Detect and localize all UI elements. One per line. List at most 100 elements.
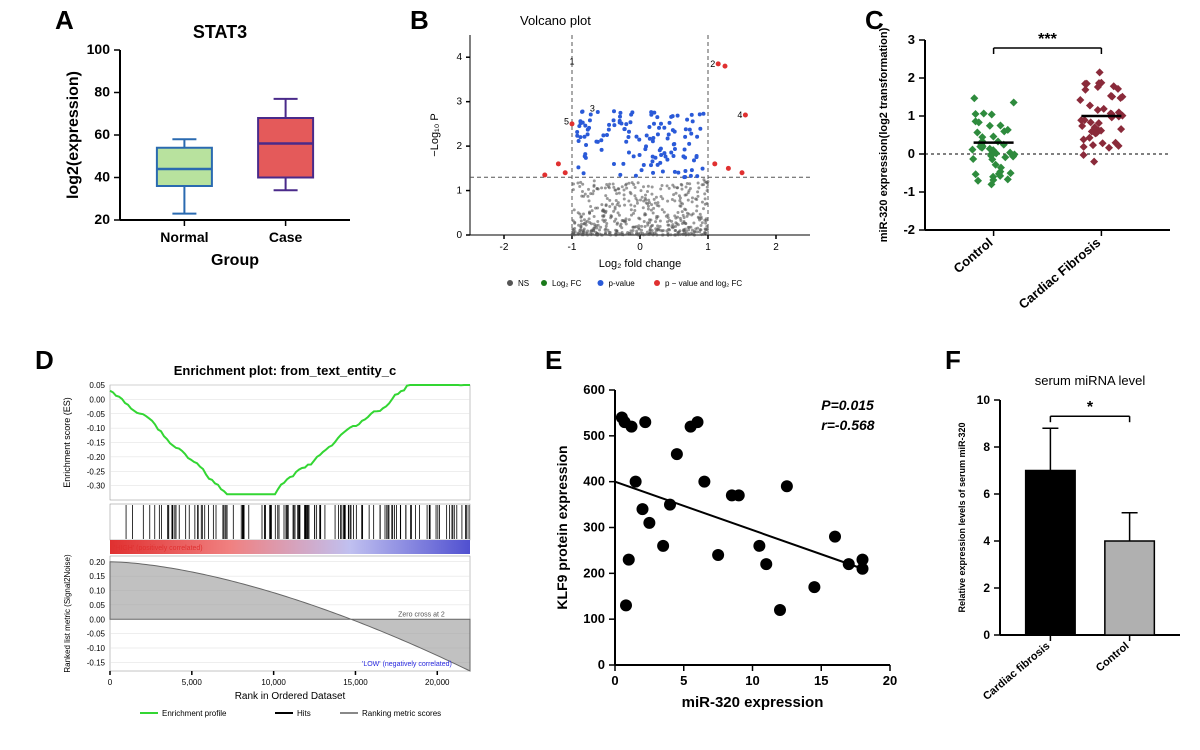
svg-text:500: 500 — [583, 428, 605, 443]
svg-text:miR-320 expression: miR-320 expression — [682, 694, 824, 711]
svg-text:STAT3: STAT3 — [193, 22, 247, 42]
svg-text:Ranking metric scores: Ranking metric scores — [362, 709, 441, 718]
svg-text:40: 40 — [94, 169, 110, 185]
svg-text:Enrichment profile: Enrichment profile — [162, 709, 227, 718]
svg-text:-1: -1 — [903, 184, 915, 199]
svg-text:Control: Control — [1094, 640, 1132, 674]
svg-text:NS: NS — [518, 279, 529, 288]
svg-text:4: 4 — [456, 52, 462, 63]
svg-text:5: 5 — [680, 673, 687, 688]
svg-text:-0.10: -0.10 — [87, 424, 106, 433]
svg-text:1: 1 — [705, 242, 711, 253]
svg-text:0: 0 — [908, 146, 915, 161]
svg-text:-2: -2 — [903, 222, 915, 237]
svg-text:Ranked list metric (Signal2Noi: Ranked list metric (Signal2Noise) — [63, 554, 72, 673]
svg-text:Control: Control — [950, 235, 995, 276]
svg-text:300: 300 — [583, 520, 605, 535]
svg-text:1: 1 — [456, 186, 462, 197]
svg-text:0: 0 — [637, 242, 643, 253]
svg-text:-0.25: -0.25 — [87, 467, 106, 476]
svg-text:2: 2 — [773, 242, 779, 253]
svg-text:−Log₁₀ P: −Log₁₀ P — [429, 113, 441, 156]
svg-text:Normal: Normal — [160, 229, 208, 245]
svg-text:0: 0 — [598, 657, 605, 672]
svg-text:2: 2 — [983, 581, 990, 595]
svg-text:-0.05: -0.05 — [87, 630, 106, 639]
svg-text:Relative expression levels of: Relative expression levels of serum miR-… — [957, 422, 967, 612]
panel-d-label: D — [35, 345, 54, 376]
svg-text:100: 100 — [87, 41, 111, 57]
svg-text:15,000: 15,000 — [343, 678, 368, 687]
svg-text:200: 200 — [583, 565, 605, 580]
svg-text:15: 15 — [814, 673, 828, 688]
svg-text:Zero cross at 2: Zero cross at 2 — [398, 611, 445, 618]
svg-text:-0.15: -0.15 — [87, 439, 106, 448]
panel-d-gsea: Enrichment plot: from_text_entity_c 0.05 0… — [55, 360, 485, 730]
svg-text:Log₂ FC: Log₂ FC — [552, 279, 582, 288]
svg-text:4: 4 — [737, 110, 742, 120]
svg-text:0.15: 0.15 — [89, 572, 105, 581]
panel-f-bar: 0 2 4 6 8 10 Relative expression levels of ser… — [950, 370, 1190, 720]
svg-text:100: 100 — [583, 611, 605, 626]
svg-text:5,000: 5,000 — [182, 678, 203, 687]
svg-text:-0.20: -0.20 — [87, 453, 106, 462]
svg-text:10: 10 — [977, 393, 991, 407]
svg-text:Case: Case — [269, 229, 303, 245]
svg-text:10,000: 10,000 — [261, 678, 286, 687]
svg-text:0: 0 — [108, 678, 113, 687]
svg-text:Cardiac Fibrosis: Cardiac Fibrosis — [1016, 235, 1104, 312]
svg-text:Enrichment plot: from_text_ent: Enrichment plot: from_text_entity_c — [174, 363, 397, 378]
svg-text:5: 5 — [564, 117, 569, 127]
svg-text:*: * — [1087, 399, 1094, 416]
svg-text:-0.05: -0.05 — [87, 410, 106, 419]
panel-e-correlation: 051015200100200300400500600miR-320 expre… — [550, 370, 900, 720]
svg-text:1: 1 — [569, 57, 574, 67]
svg-text:miR-320 expression(log2 transf: miR-320 expression(log2 transformation) — [878, 27, 890, 242]
svg-text:Cardiac fibrosis: Cardiac fibrosis — [981, 640, 1052, 703]
svg-text:2: 2 — [908, 70, 915, 85]
svg-text:1: 1 — [908, 108, 915, 123]
svg-text:serum miRNA level: serum miRNA level — [1035, 373, 1146, 388]
svg-text:6: 6 — [983, 487, 990, 501]
svg-text:-0.10: -0.10 — [87, 644, 106, 653]
svg-text:0.00: 0.00 — [89, 395, 105, 404]
svg-text:-1: -1 — [568, 242, 577, 253]
svg-text:60: 60 — [94, 126, 110, 142]
panel-a-boxplot: 20406080100log2(expression)NormalCaseGro… — [60, 20, 360, 280]
svg-text:Log₂ fold change: Log₂ fold change — [599, 258, 682, 270]
svg-text:Rank in Ordered Dataset: Rank in Ordered Dataset — [235, 691, 346, 702]
svg-text:3: 3 — [908, 32, 915, 47]
svg-text:-2: -2 — [500, 242, 509, 253]
svg-text:0.05: 0.05 — [89, 601, 105, 610]
svg-text:***: *** — [1038, 31, 1057, 48]
svg-text:600: 600 — [583, 382, 605, 397]
svg-text:3: 3 — [456, 97, 462, 108]
svg-text:r=-0.568: r=-0.568 — [821, 417, 875, 433]
svg-text:'LOW' (negatively correlated): 'LOW' (negatively correlated) — [362, 661, 452, 668]
svg-text:p-value: p-value — [609, 279, 636, 288]
svg-text:Hits: Hits — [297, 709, 311, 718]
svg-text:-0.15: -0.15 — [87, 658, 106, 667]
svg-text:2: 2 — [456, 141, 462, 152]
svg-text:400: 400 — [583, 474, 605, 489]
svg-text:10: 10 — [745, 673, 759, 688]
svg-text:'HIGH' (positively correlated): 'HIGH' (positively correlated) — [114, 545, 203, 552]
svg-text:KLF9 protein expression: KLF9 protein expression — [554, 445, 570, 609]
svg-text:20,000: 20,000 — [425, 678, 450, 687]
svg-text:0: 0 — [456, 230, 462, 241]
svg-text:P=0.015: P=0.015 — [821, 397, 874, 413]
svg-text:3: 3 — [590, 103, 595, 113]
svg-text:20: 20 — [883, 673, 897, 688]
svg-text:80: 80 — [94, 84, 110, 100]
svg-text:log2(expression): log2(expression) — [65, 71, 82, 199]
svg-text:0.05: 0.05 — [89, 381, 105, 390]
svg-text:0.10: 0.10 — [89, 587, 105, 596]
svg-text:Enrichment score (ES): Enrichment score (ES) — [62, 397, 72, 488]
svg-text:20: 20 — [94, 211, 110, 227]
svg-text:p − value and log₂ FC: p − value and log₂ FC — [665, 279, 742, 288]
panel-b-volcano: -2-101201234Log₂ fold change−Log₁₀ P1234… — [420, 10, 820, 290]
panel-c-scatter: -2 -1 0 1 2 3 miR-320 expression(log2 transfor… — [870, 15, 1180, 305]
svg-text:8: 8 — [983, 440, 990, 454]
svg-text:4: 4 — [983, 534, 990, 548]
svg-text:0: 0 — [983, 628, 990, 642]
